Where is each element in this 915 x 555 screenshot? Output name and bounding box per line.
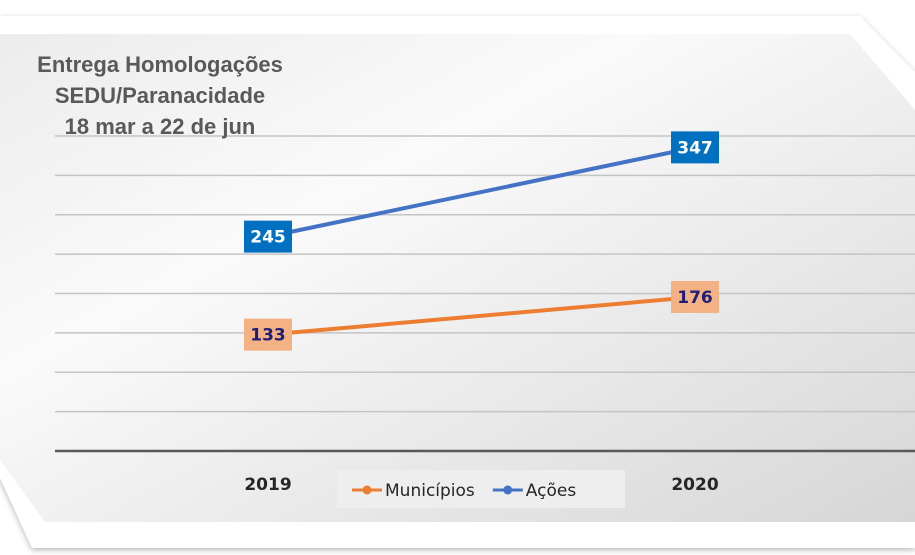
chart-title-line: 18 mar a 22 de jun bbox=[65, 114, 256, 139]
legend-marker-icon bbox=[503, 485, 513, 495]
data-label: 176 bbox=[677, 288, 713, 308]
legend: Municípios Ações bbox=[337, 470, 625, 508]
x-tick-label: 2019 bbox=[244, 475, 291, 495]
legend-label: Ações bbox=[526, 481, 577, 501]
chart-title-line: SEDU/Paranacidade bbox=[55, 83, 265, 108]
data-label: 133 bbox=[250, 326, 286, 346]
data-label-box bbox=[671, 281, 719, 313]
series-line bbox=[267, 145, 696, 239]
series-line bbox=[267, 295, 696, 337]
chart-title-line: Entrega Homologações bbox=[37, 52, 283, 77]
data-label: 347 bbox=[677, 138, 713, 158]
data-label-box bbox=[244, 220, 292, 253]
legend-box bbox=[337, 470, 625, 508]
data-label: 245 bbox=[250, 228, 286, 248]
chart-title: Entrega Homologações SEDU/Paranacidade 18 … bbox=[37, 52, 283, 139]
legend-marker-icon bbox=[362, 485, 372, 495]
data-label-box bbox=[244, 318, 292, 351]
legend-label: Municípios bbox=[385, 481, 475, 501]
x-tick-label: 2020 bbox=[671, 475, 718, 495]
data-label-box bbox=[671, 131, 719, 164]
